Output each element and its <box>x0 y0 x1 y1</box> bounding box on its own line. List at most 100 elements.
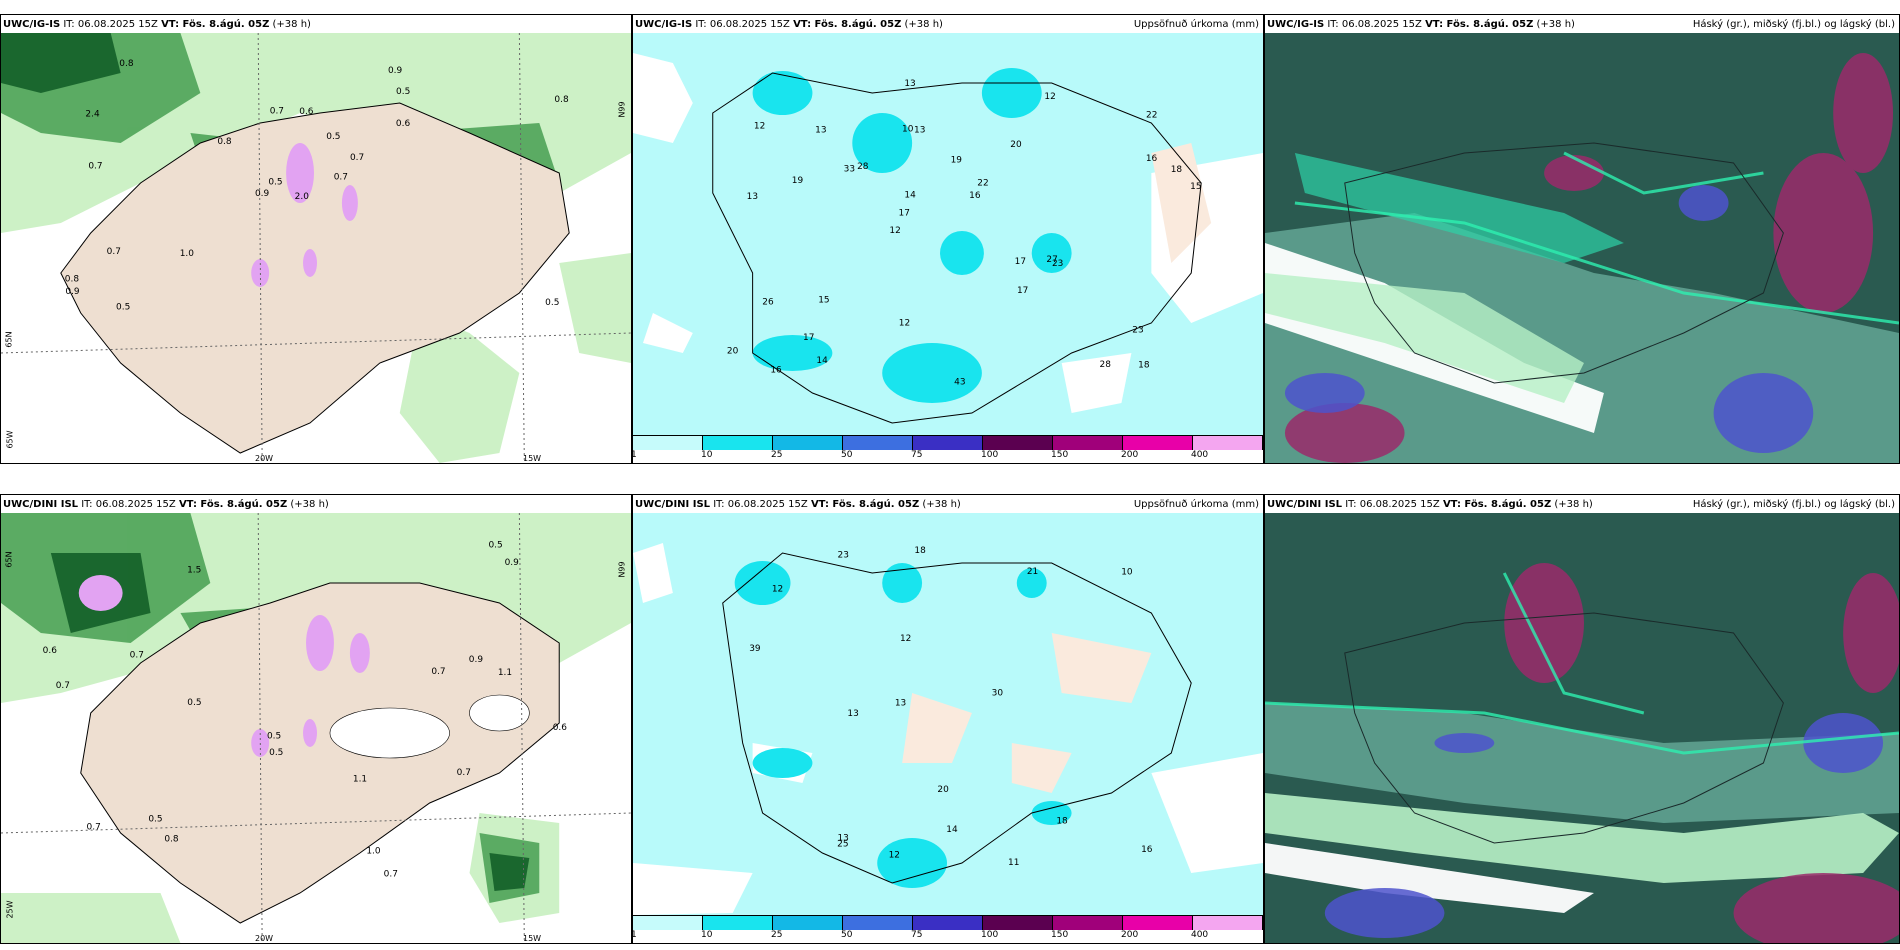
value-label: 0.5 <box>187 698 201 708</box>
value-label: 1.0 <box>366 846 381 856</box>
value-label: 13 <box>837 833 848 843</box>
value-label: 16 <box>770 365 782 375</box>
value-label: 12 <box>899 318 910 328</box>
value-label: 0.5 <box>488 540 502 550</box>
value-label: 23 <box>1052 259 1063 269</box>
value-label: 0.5 <box>148 815 162 825</box>
legend-color-bar <box>633 435 1263 450</box>
issue-time: IT: 06.08.2025 15Z <box>1327 19 1422 30</box>
lat-label-top: 66N <box>616 101 626 118</box>
value-label: 0.8 <box>65 274 80 284</box>
legend-tick-label: 200 <box>1121 930 1139 940</box>
value-label: 21 <box>1027 567 1038 577</box>
value-label: 18 <box>914 546 926 556</box>
issue-time: IT: 06.08.2025 15Z <box>63 19 158 30</box>
precip-value-labels: 18 13 22 12 20 16 10 19 26 28 20 17 13 22 23 12 13 15 17 16… <box>727 79 1202 388</box>
value-label: 0.7 <box>87 823 101 833</box>
legend-swatch <box>633 436 703 450</box>
panel-header: UWC/DINI ISL IT: 06.08.2025 15Z VT: Fös.… <box>635 497 1261 513</box>
value-label: 17 <box>1015 257 1026 267</box>
issue-time: IT: 06.08.2025 15Z <box>695 19 790 30</box>
valid-time: VT: Fös. 8.ágú. 05Z <box>161 19 270 30</box>
value-label: 18 <box>1138 360 1150 370</box>
row1-cloud-panel: UWC/IG-IS IT: 06.08.2025 15Z VT: Fös. 8.… <box>1264 14 1900 464</box>
model-name: UWC/IG-IS <box>635 19 693 30</box>
legend-swatch <box>913 916 983 930</box>
valid-time: VT: Fös. 8.ágú. 05Z <box>1425 19 1534 30</box>
value-label: 0.5 <box>267 732 281 742</box>
value-label: 0.7 <box>56 681 70 691</box>
panel-header: UWC/DINI ISL IT: 06.08.2025 15Z VT: Fös.… <box>1267 497 1897 513</box>
value-label: 1.5 <box>187 565 201 575</box>
legend-tick-label: 400 <box>1190 930 1209 940</box>
legend-swatch <box>1193 916 1263 930</box>
value-label: 28 <box>857 162 869 172</box>
legend-tick-label: 50 <box>841 930 853 940</box>
legend-ticks: 1 10 25 50 75 100 150 200 400 <box>633 450 1263 462</box>
legend-tick-label: 10 <box>700 450 713 460</box>
cloud-title: Háský (gr.), miðský (fj.bl.) og lágský (… <box>1692 499 1895 510</box>
lat-label-bot: 25W <box>5 900 15 919</box>
model-name: UWC/IG-IS <box>3 19 61 30</box>
value-label: 12 <box>772 585 783 595</box>
lead-time: (+38 h) <box>904 19 943 30</box>
value-label: 0.9 <box>505 558 520 568</box>
value-label: 33 <box>844 164 855 174</box>
value-label: 13 <box>904 79 915 89</box>
value-label: 0.5 <box>269 748 283 758</box>
legend-tick-label: 75 <box>910 930 923 940</box>
legend-color-bar <box>633 915 1263 930</box>
precip-title: Uppsöfnuð úrkoma (mm) <box>1133 19 1259 30</box>
value-label: 1.1 <box>353 775 367 785</box>
row2-cloud-panel: UWC/DINI ISL IT: 06.08.2025 15Z VT: Fös.… <box>1264 494 1900 944</box>
value-label: 0.9 <box>65 287 80 297</box>
value-label: 27 <box>1046 255 1057 265</box>
value-label: 14 <box>816 356 828 366</box>
row1-precip-panel: UWC/IG-IS IT: 06.08.2025 15Z VT: Fös. 8.… <box>632 14 1264 464</box>
value-label: 0.7 <box>457 768 471 778</box>
cloud-map <box>1265 513 1899 943</box>
value-label: 16 <box>969 191 981 201</box>
wind-map-svg: 0.71.50.50.7 0.91.00.60.50.50.80.70.60.51… <box>1 513 631 943</box>
precip-map-svg: 18 13 22 12 20 16 10 19 26 28 20 17 13 22 23 12 13 15 17 16… <box>633 33 1263 435</box>
lead-time: (+38 h) <box>1554 499 1593 510</box>
value-label: 0.5 <box>268 178 282 188</box>
value-label: 30 <box>992 689 1004 699</box>
legend-swatch <box>773 916 843 930</box>
value-label: 28 <box>1100 360 1112 370</box>
cloud-title: Háský (gr.), miðský (fj.bl.) og lágský (… <box>1692 19 1895 30</box>
lon-label-2: 15W <box>523 934 542 943</box>
value-label: 0.8 <box>164 835 179 845</box>
row2-wind-panel: UWC/DINI ISL IT: 06.08.2025 15Z VT: Fös.… <box>0 494 632 944</box>
precip-map: 12 11 13 18 23 12 13 16 18 12 10 14 13 20 21 30 39 25 <box>633 513 1263 915</box>
lon-label-1: 20W <box>255 454 274 463</box>
value-label: 0.9 <box>255 189 270 199</box>
legend-tick-label: 25 <box>770 930 783 940</box>
value-label: 0.9 <box>388 66 403 76</box>
precip-map: 18 13 22 12 20 16 10 19 26 28 20 17 13 22 23 12 13 15 17 16… <box>633 33 1263 435</box>
legend-tick-label: 75 <box>910 450 923 460</box>
precip-value-labels: 12 11 13 18 23 12 13 16 18 12 10 14 13 20 21 30 39 25 <box>749 546 1153 868</box>
value-label: 22 <box>977 179 988 189</box>
lead-time: (+38 h) <box>290 499 329 510</box>
issue-time: IT: 06.08.2025 15Z <box>713 499 808 510</box>
cloud-map-svg <box>1265 513 1899 943</box>
panel-header: UWC/IG-IS IT: 06.08.2025 15Z VT: Fös. 8.… <box>1267 17 1897 33</box>
row2-precip-panel: UWC/DINI ISL IT: 06.08.2025 15Z VT: Fös.… <box>632 494 1264 944</box>
precip-title: Uppsöfnuð úrkoma (mm) <box>1133 499 1259 510</box>
value-label: 19 <box>792 176 804 186</box>
value-label: 0.7 <box>350 153 364 163</box>
value-label: 12 <box>889 850 900 860</box>
value-label: 11 <box>1008 858 1019 868</box>
wind-map: 0.7 1.5 0.5 0.7 0.9 1.0 0.6 0.5 0.5 0.8 0.7 0.6 0.5 1… <box>1 513 631 943</box>
value-label: 23 <box>1132 325 1143 335</box>
value-label: 10 <box>902 124 914 134</box>
value-label: 1.1 <box>498 668 512 678</box>
legend-swatch <box>843 916 913 930</box>
value-label: 14 <box>946 825 958 835</box>
value-label: 19 <box>951 156 963 166</box>
value-label: 0.8 <box>217 137 232 147</box>
issue-time: IT: 06.08.2025 15Z <box>1345 499 1440 510</box>
value-label: 22 <box>1146 110 1157 120</box>
legend-tick-label: 150 <box>1051 930 1069 940</box>
